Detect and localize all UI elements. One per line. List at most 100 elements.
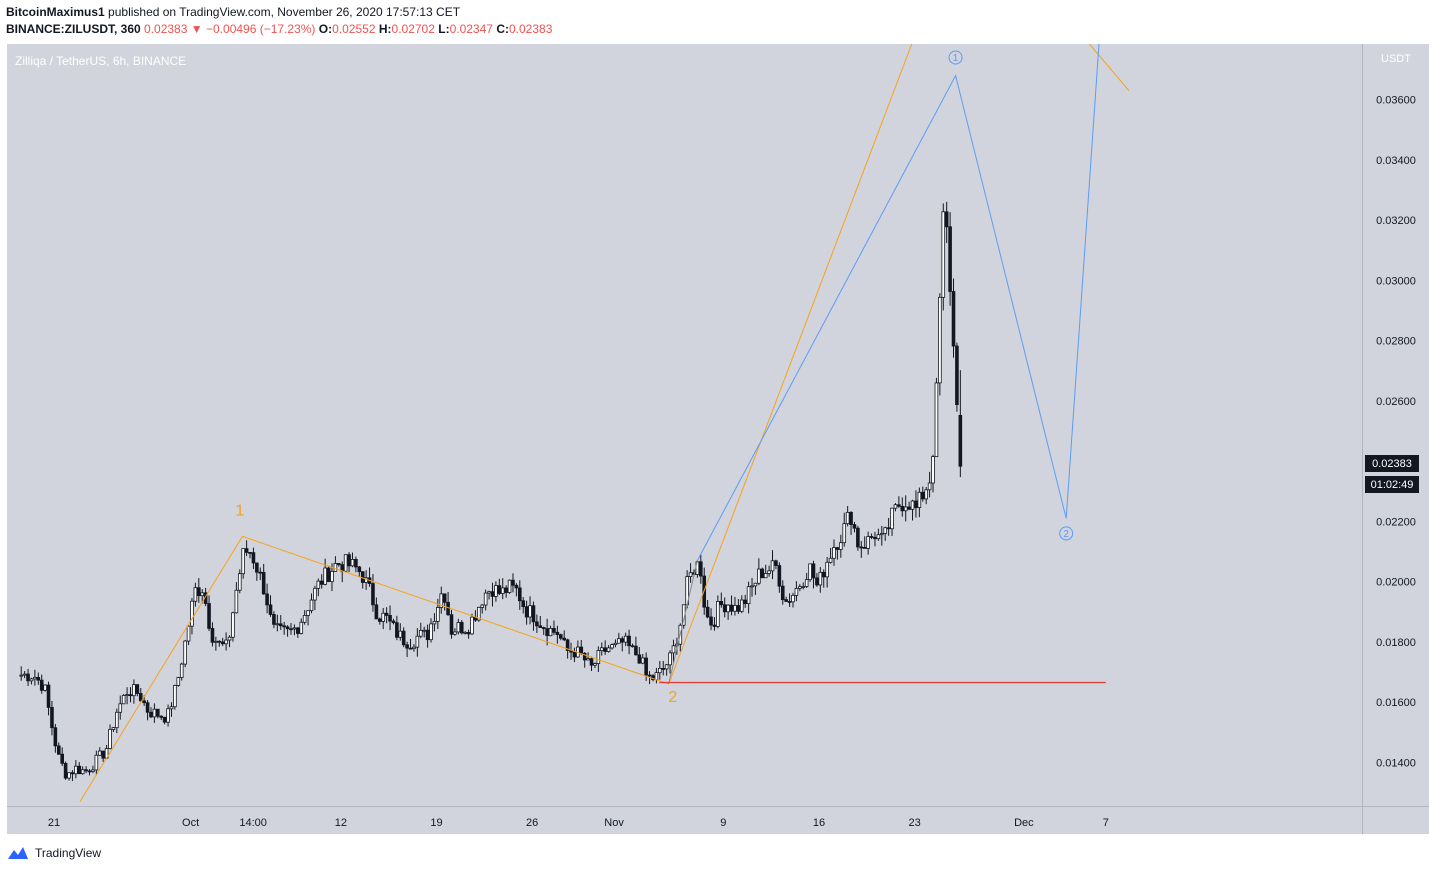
candle-body — [159, 715, 164, 718]
candle-body — [145, 702, 150, 713]
candle-body — [446, 601, 450, 616]
candle-body — [500, 587, 505, 594]
candle-body — [97, 750, 102, 756]
candle-body — [726, 604, 730, 613]
price-tick-label: 0.01400 — [1376, 757, 1416, 769]
candle-body — [859, 546, 864, 549]
candle-body — [777, 565, 782, 587]
candle-body — [121, 695, 126, 705]
candle-body — [890, 507, 894, 530]
candle-body — [661, 667, 666, 670]
candle-body — [757, 568, 761, 584]
candle-body — [398, 630, 403, 638]
candle-body — [152, 708, 157, 718]
candle-body — [425, 629, 430, 641]
candle-body — [907, 506, 911, 510]
time-tick-label: 19 — [430, 817, 442, 829]
candle-body — [856, 527, 860, 548]
time-axis[interactable]: 21 Oct 14:00 12 19 26 Nov 9 16 23 Dec 7 — [48, 817, 1109, 829]
candle-body — [261, 571, 266, 595]
last-value: 0.02383 — [144, 22, 188, 36]
candle-body — [862, 547, 867, 549]
tradingview-logo-text: TradingView — [35, 846, 102, 860]
wave-label-circle — [1059, 526, 1074, 541]
time-tick-label: 12 — [335, 817, 347, 829]
candle-body — [84, 769, 88, 772]
candle-body — [408, 647, 413, 650]
candle-body — [784, 599, 788, 602]
candle-body — [227, 636, 232, 641]
candle-body — [80, 769, 85, 775]
close-value: 0.02383 — [508, 22, 553, 36]
candle-body — [272, 614, 276, 625]
candle-body — [343, 554, 348, 572]
candle-body — [818, 571, 823, 586]
candle-body — [750, 585, 754, 588]
candle-body — [709, 616, 713, 626]
tradingview-logo[interactable]: TradingView — [6, 845, 101, 861]
candle-body — [507, 579, 512, 593]
candle-body — [371, 583, 375, 606]
candle-body — [275, 623, 280, 626]
candle-body — [900, 505, 905, 512]
candle-body — [330, 571, 334, 583]
author-name[interactable]: BitcoinMaximus1 — [6, 5, 105, 19]
candle-body — [866, 536, 870, 549]
candle-body — [111, 727, 116, 730]
candle-body — [26, 673, 30, 682]
candle-body — [388, 615, 392, 622]
candle-body — [791, 594, 795, 603]
candle-body — [101, 750, 105, 759]
candle-body — [644, 657, 648, 676]
candle-body — [497, 585, 502, 594]
candle-body — [733, 605, 737, 612]
candle-body — [296, 627, 300, 634]
candle-body — [917, 491, 922, 508]
candle-body — [179, 663, 184, 678]
wave-label: 1 — [953, 53, 959, 64]
candle-body — [934, 382, 939, 458]
candle-body — [903, 506, 908, 512]
candle-body — [873, 536, 877, 540]
candle-body — [418, 629, 423, 637]
candle-body — [190, 600, 194, 627]
candle-body — [617, 638, 621, 644]
candle-body — [43, 684, 47, 691]
candle-body — [422, 629, 426, 632]
candle-body — [50, 707, 54, 729]
candle-body — [125, 694, 129, 697]
candle-body — [207, 603, 211, 629]
price-tick-label: 0.02200 — [1376, 516, 1416, 528]
candle-body — [804, 579, 809, 587]
candle-body — [258, 571, 263, 574]
close-label: C: — [496, 22, 509, 36]
candle-body — [589, 658, 594, 666]
candle-body — [449, 614, 454, 635]
candle-body — [924, 489, 928, 500]
orange-wave-continuation — [1089, 43, 1130, 92]
candle-body — [67, 772, 71, 779]
candle-body — [299, 621, 304, 634]
candle-body — [668, 652, 672, 666]
candle-body — [798, 586, 802, 589]
candle-body — [893, 504, 898, 509]
candle-body — [504, 587, 508, 593]
candle-body — [852, 524, 857, 529]
candle-body — [302, 615, 307, 623]
candle-body — [132, 684, 136, 697]
candle-body — [582, 652, 587, 661]
time-axis-background — [7, 806, 1429, 834]
candle-body — [234, 589, 239, 614]
candle-body — [285, 626, 290, 630]
symbol-label: BINANCE:ZILUSDT, 360 — [6, 22, 141, 36]
candle-body — [897, 504, 901, 507]
candle-body — [825, 561, 829, 578]
candle-body — [955, 345, 959, 405]
candle-body — [688, 572, 693, 577]
open-value: 0.02552 — [332, 22, 376, 36]
tradingview-cloud-icon — [8, 847, 28, 859]
price-tick-label: 0.01800 — [1376, 637, 1416, 649]
chart-title: Zilliqa / TetherUS, 6h, BINANCE — [15, 54, 186, 68]
candle-body — [548, 627, 553, 637]
